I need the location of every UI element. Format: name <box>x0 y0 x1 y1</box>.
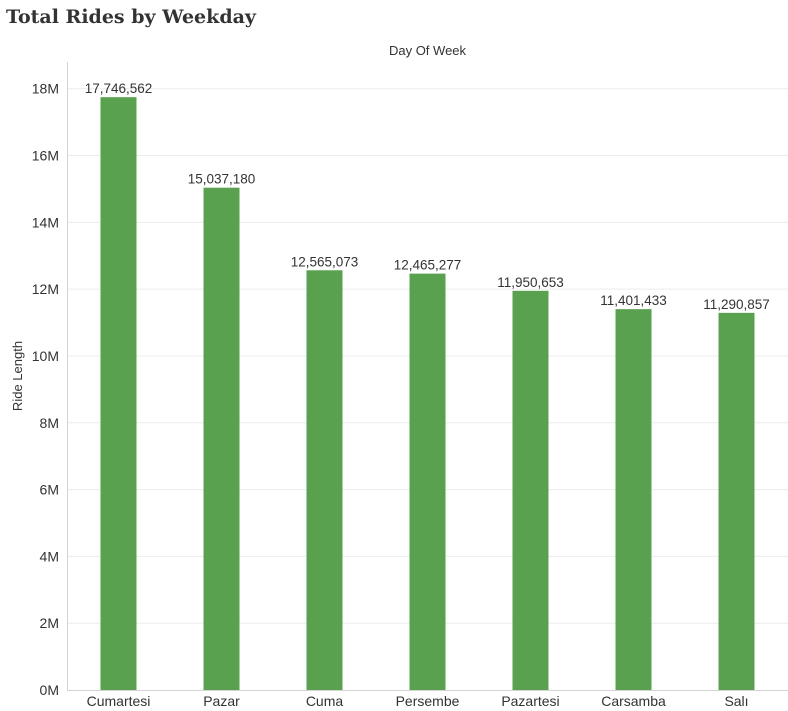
bar <box>718 312 755 690</box>
bar <box>409 273 446 690</box>
x-tick-label: Persembe <box>396 693 460 709</box>
x-tick-labels: Cumartesi Pazar Cuma Persembe Pazartesi Carsa… <box>87 693 749 709</box>
y-tick-labels: 0M 2M 4M 6M 8M 10M 12M 14M 16M 18M <box>32 81 59 698</box>
y-axis-title: Ride Length <box>10 341 25 411</box>
y-tick-label: 18M <box>32 81 59 97</box>
bar-value-label: 12,565,073 <box>291 254 359 269</box>
bar <box>615 309 652 690</box>
bar-value-label: 11,401,433 <box>600 293 667 308</box>
y-tick-label: 10M <box>32 348 59 364</box>
x-tick-label: Carsamba <box>601 693 666 709</box>
x-tick-label: Salı <box>724 693 748 709</box>
y-tick-label: 14M <box>32 214 59 230</box>
x-axis-title: Day Of Week <box>389 43 467 58</box>
bar-value-label: 11,290,857 <box>703 297 770 312</box>
y-tick-label: 16M <box>32 148 59 164</box>
bar <box>100 97 137 690</box>
y-tick-label: 12M <box>32 281 59 297</box>
y-tick-label: 8M <box>40 415 59 431</box>
x-tick-label: Pazar <box>203 693 240 709</box>
bars <box>100 97 755 690</box>
chart-title: Total Rides by Weekday <box>6 6 256 28</box>
bar <box>306 270 343 690</box>
y-tick-label: 6M <box>40 482 59 498</box>
x-tick-label: Cuma <box>306 693 344 709</box>
y-tick-label: 4M <box>40 548 59 564</box>
bar-value-label: 17,746,562 <box>85 81 153 96</box>
bar <box>512 290 549 690</box>
x-tick-label: Cumartesi <box>87 693 151 709</box>
y-tick-label: 0M <box>40 682 59 698</box>
y-tick-label: 2M <box>40 615 59 631</box>
bar-value-label: 15,037,180 <box>188 172 256 187</box>
bar-value-label: 12,465,277 <box>394 258 462 273</box>
bar-value-labels: 17,746,562 15,037,180 12,565,073 12,465,277… <box>85 81 770 312</box>
bar-value-label: 11,950,653 <box>497 275 564 290</box>
x-tick-label: Pazartesi <box>501 693 559 709</box>
bar <box>203 187 240 690</box>
